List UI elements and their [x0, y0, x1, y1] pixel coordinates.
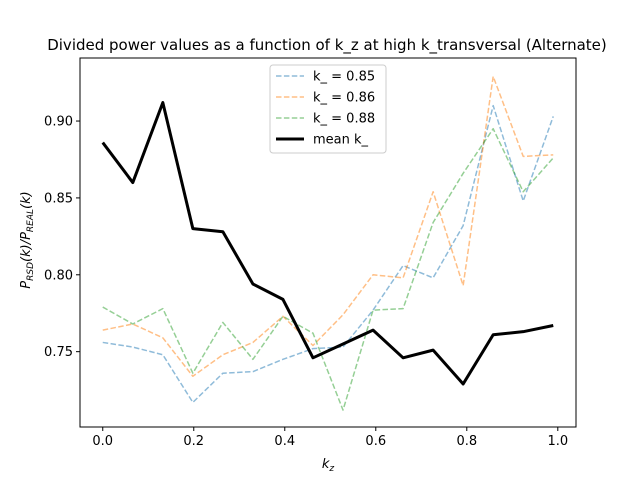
- legend: k_ = 0.85 k_ = 0.86 k_ = 0.88 mean k_: [269, 64, 387, 154]
- series-line-2: [102, 127, 554, 411]
- y-axis: 0.75 0.80 0.85 0.90: [44, 115, 80, 360]
- legend-label-0: k_ = 0.85: [313, 70, 375, 85]
- legend-label-2: k_ = 0.88: [313, 112, 375, 127]
- x-tick-label: 0.6: [365, 434, 386, 449]
- chart-title: Divided power values as a function of k_…: [47, 36, 607, 55]
- y-tick-label: 0.75: [44, 345, 73, 360]
- x-tick-label: 0.8: [456, 434, 477, 449]
- x-tick-label: 0.2: [183, 434, 204, 449]
- y-tick-label: 0.85: [44, 191, 73, 206]
- y-tick-label: 0.90: [44, 115, 73, 130]
- x-axis: 0.0 0.2 0.4 0.6 0.8 1.0: [92, 427, 568, 449]
- legend-label-1: k_ = 0.86: [313, 91, 375, 106]
- x-tick-label: 0.0: [92, 434, 113, 449]
- series-line-0: [102, 104, 554, 404]
- legend-label-3: mean k_: [313, 133, 369, 148]
- svg-text:PRSD(k)/PREAL(k): PRSD(k)/PREAL(k): [19, 191, 36, 288]
- y-tick-label: 0.80: [44, 268, 73, 283]
- series-line-1: [102, 75, 554, 378]
- svg-text:kz: kz: [322, 457, 335, 474]
- series-line-3: [101, 101, 554, 386]
- y-axis-label: PRSD(k)/PREAL(k): [19, 191, 36, 288]
- legend-box: [269, 64, 387, 154]
- x-tick-label: 1.0: [547, 434, 568, 449]
- x-tick-label: 0.4: [274, 434, 295, 449]
- plot-frame: [79, 57, 577, 428]
- x-axis-label: kz: [322, 457, 335, 474]
